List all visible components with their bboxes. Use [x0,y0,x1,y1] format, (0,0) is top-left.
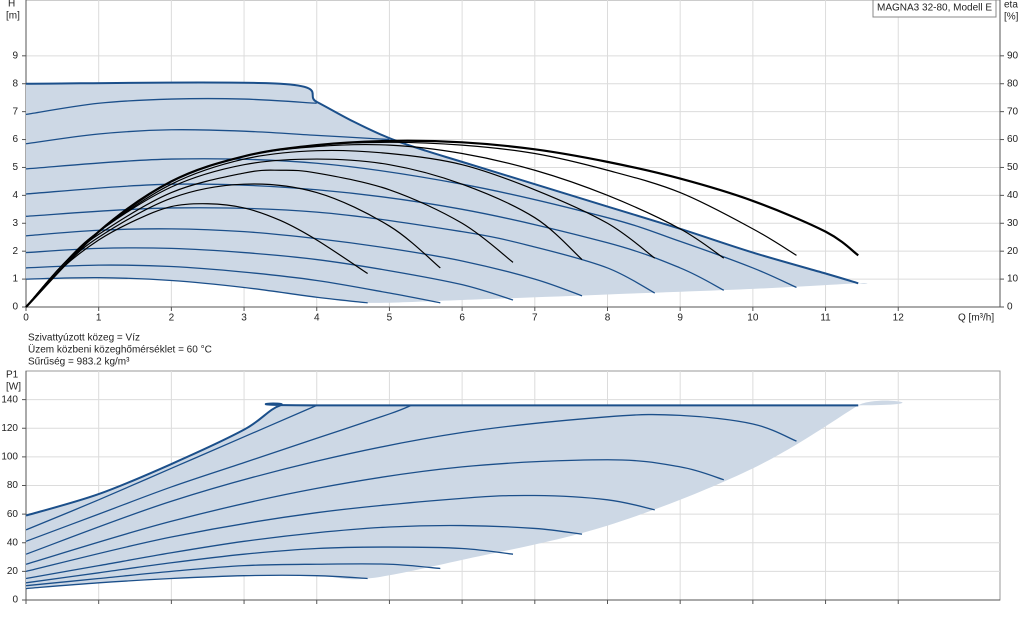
y-tick-label: 20 [7,566,19,577]
y-tick-label: 0 [12,302,18,313]
x-tick-label: 2 [169,313,175,324]
x-tick-label: 6 [459,313,465,324]
curve [25,207,656,294]
y-tick-label: 140 [1,394,18,405]
y-tick-label: 2 [12,246,18,257]
y-tick-label: 6 [12,134,18,145]
x-tick-label: 0 [23,313,29,324]
y2-tick-label: 40 [1007,190,1019,201]
x-tick-label: 11 [820,313,831,324]
curve [25,524,583,580]
y-axis-label: P1 [6,370,19,381]
curve [25,81,859,285]
note: Sűrűség = 983.2 kg/m³ [28,357,130,368]
y-tick-label: 4 [12,190,18,201]
y-axis-label: [m] [6,11,20,22]
x-tick-label: 3 [241,313,247,324]
y-tick-label: 7 [12,106,18,117]
efficiency-curve [25,203,368,308]
curve [25,247,514,301]
curve [25,228,583,297]
y-tick-label: 40 [7,537,19,548]
x-tick-label: 4 [314,313,320,324]
y2-tick-label: 20 [1007,246,1019,257]
curve [25,459,724,565]
y2-tick-label: 30 [1007,218,1019,229]
x-tick-label: 7 [532,313,538,324]
operating-area [26,82,868,303]
x-axis-label: Q [m³/h] [958,313,994,324]
y-tick-label: 120 [1,423,18,434]
x-tick-label: 9 [677,313,683,324]
curve [25,494,655,573]
curve [25,413,797,555]
y-axis-label: [W] [6,382,21,393]
curve [25,129,390,145]
y2-tick-label: 0 [1007,302,1013,313]
y2-tick-label: 60 [1007,134,1019,145]
y-tick-label: 8 [12,78,18,89]
curve [25,277,368,304]
title-box [872,0,997,18]
y-tick-label: 60 [7,509,19,520]
y-tick-label: 80 [7,480,19,491]
x-tick-label: 5 [387,313,393,324]
y-tick-label: 100 [1,452,18,463]
x-tick-label: 12 [893,313,905,324]
note: Szivattyúzott közeg = Víz [28,333,140,344]
curve [25,97,317,116]
y2-tick-label: 70 [1007,106,1019,117]
y-axis-label: H [8,0,15,10]
y-tick-label: 5 [12,162,18,173]
y-tick-label: 3 [12,218,18,229]
efficiency-curve [25,139,859,308]
curve [25,264,441,304]
curve [25,546,514,584]
x-tick-label: 8 [605,313,611,324]
chart-title: MAGNA3 32-80, Modell E [877,3,992,14]
curve [25,574,368,590]
y2-tick-label: 50 [1007,162,1019,173]
curve [25,402,859,517]
x-tick-label: 10 [747,313,759,324]
y-tick-label: 9 [12,50,18,61]
x-tick-label: 1 [96,313,102,324]
y-tick-label: 0 [12,595,18,606]
y2-axis-label: eta [1004,0,1018,11]
note: Üzem közbeni közeghőmérséklet = 60 °C [28,344,212,356]
curve [25,563,441,587]
y2-tick-label: 90 [1007,50,1019,61]
y2-axis-label: [%] [1004,12,1019,23]
y2-tick-label: 10 [1007,274,1019,285]
curve [25,404,412,542]
y-tick-label: 1 [12,274,18,285]
curve [25,404,318,531]
y2-tick-label: 80 [1007,78,1019,89]
